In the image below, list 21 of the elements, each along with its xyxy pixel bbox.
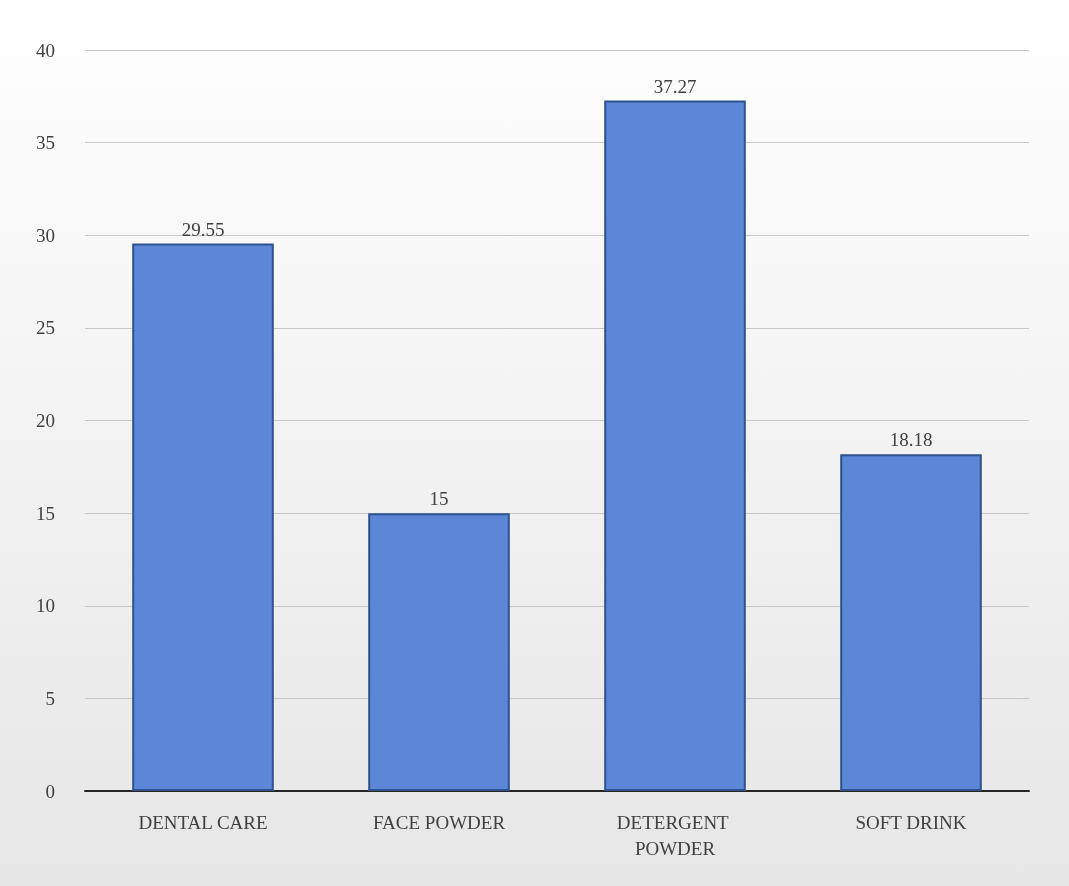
data-label: 37.27	[653, 75, 697, 97]
data-label: 15	[429, 488, 449, 510]
x-tick-label: DETERGENT POWDER	[616, 811, 734, 859]
y-tick-label: 40	[36, 39, 55, 61]
data-label: 29.55	[181, 218, 225, 240]
y-tick-label: 15	[36, 502, 55, 524]
y-tick-label: 25	[36, 317, 55, 339]
y-tick-label: 35	[36, 132, 55, 154]
x-tick-label: DENTAL CARE	[138, 811, 268, 833]
bar	[604, 100, 746, 791]
data-label: 18.18	[889, 429, 933, 451]
y-tick-label: 20	[36, 410, 55, 431]
y-tick-label: 0	[45, 780, 55, 802]
y-tick-label: 5	[45, 687, 55, 709]
x-tick-label: SOFT DRINK	[855, 811, 967, 833]
y-tick-label: 10	[36, 595, 55, 617]
bar	[840, 454, 982, 791]
y-tick-label: 30	[36, 224, 55, 246]
x-tick-label: FACE POWDER	[372, 811, 506, 833]
bar	[132, 243, 274, 791]
bar	[368, 513, 510, 791]
